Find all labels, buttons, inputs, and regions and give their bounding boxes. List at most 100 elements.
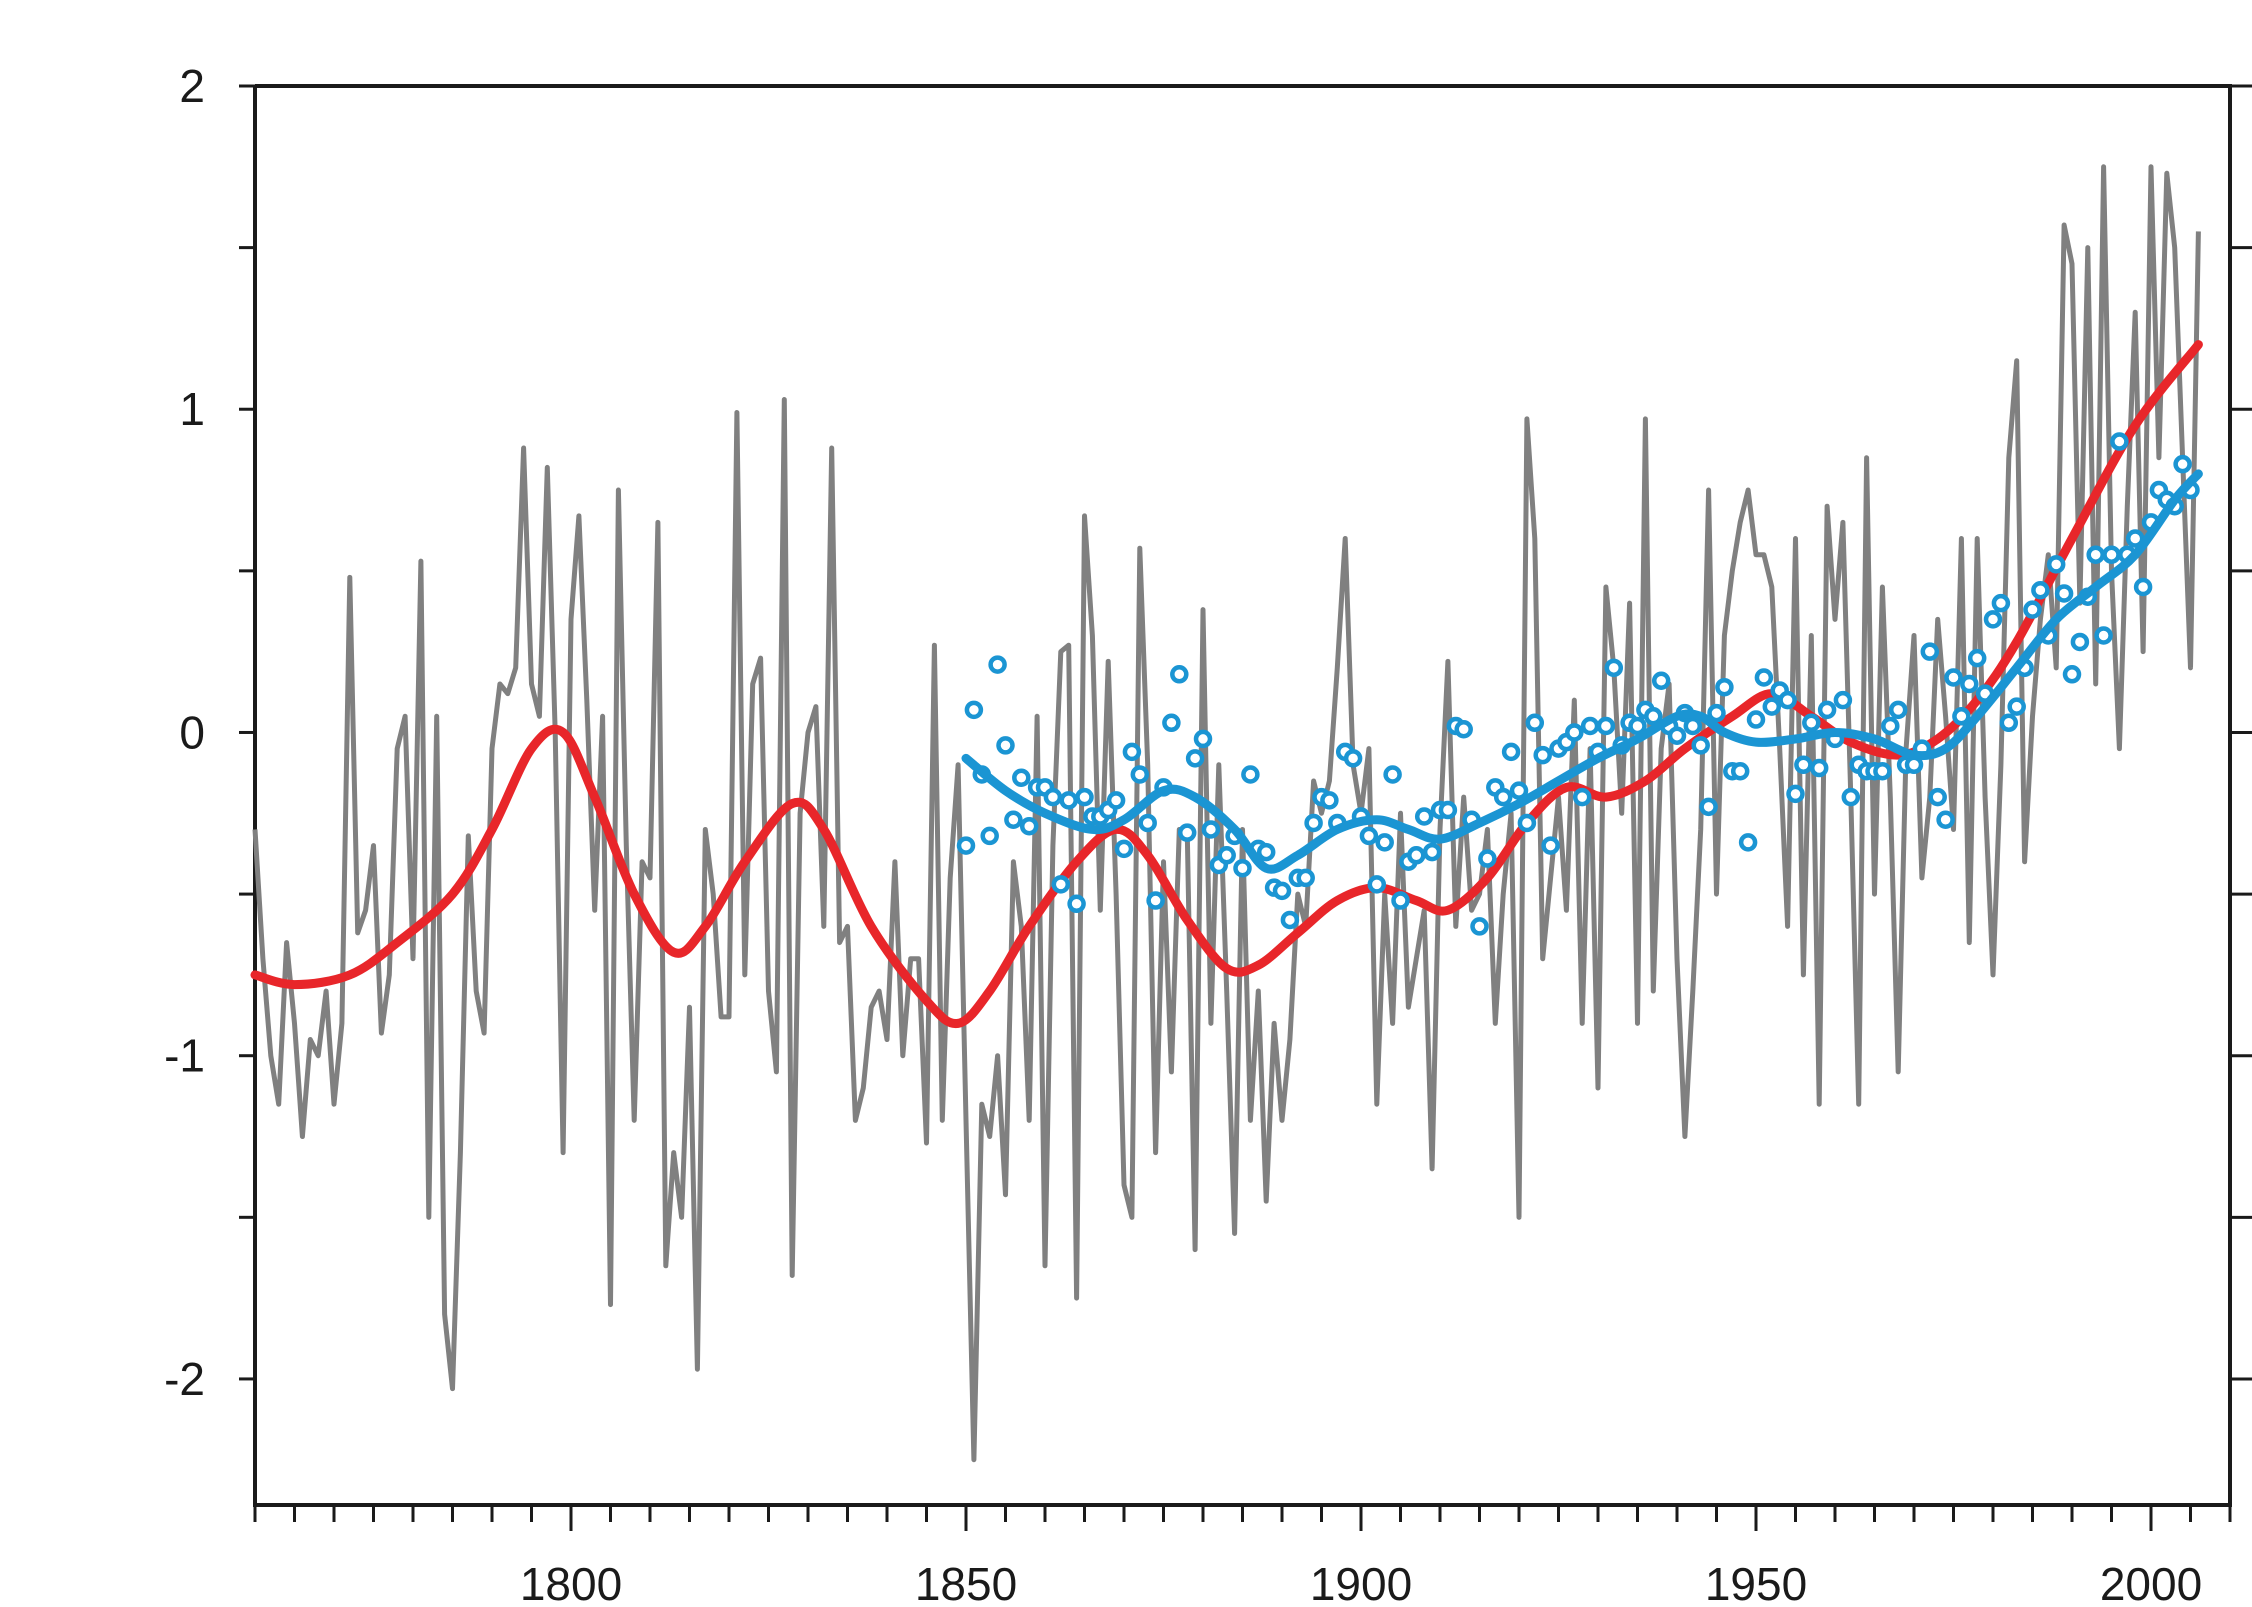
data-point (1809, 758, 1829, 778)
data-point (1059, 791, 1078, 810)
data-point (1967, 648, 1987, 668)
data-point (1888, 700, 1908, 720)
data-point (1960, 674, 1979, 694)
data-point (1470, 917, 1489, 936)
data-point (1296, 868, 1315, 888)
data-point (1241, 765, 1260, 784)
data-point (1707, 703, 1726, 723)
data-point (1991, 593, 2011, 613)
data-point (1778, 690, 1797, 710)
data-point (2102, 545, 2121, 564)
data-point (1170, 665, 1189, 684)
data-point (2070, 632, 2090, 652)
x-tick-label: 1950 (1705, 1558, 1807, 1607)
data-point (1873, 762, 1892, 781)
data-point (1786, 784, 1805, 804)
data-point (1407, 846, 1426, 865)
data-point (1177, 823, 1197, 842)
data-point (1628, 716, 1647, 736)
data-point (1051, 875, 1071, 894)
plot-area (250, 164, 2203, 1463)
data-point (1075, 787, 1094, 807)
data-point (2062, 665, 2082, 684)
y-tick-label: -2 (164, 1353, 205, 1405)
data-point (2173, 454, 2192, 474)
data-point (1833, 690, 1853, 710)
data-point (1019, 816, 1039, 836)
data-point (1936, 810, 1955, 829)
data-point (1691, 736, 1710, 755)
data-point (1525, 713, 1545, 733)
data-point (1454, 719, 1473, 739)
data-point (1596, 716, 1616, 736)
data-point (1146, 891, 1165, 910)
data-point (2046, 555, 2066, 574)
data-point (2007, 697, 2026, 716)
data-point (1644, 707, 1663, 726)
x-tick-label: 2000 (2100, 1558, 2202, 1607)
data-point (1952, 707, 1971, 726)
data-point (1375, 833, 1394, 852)
data-point (1391, 891, 1410, 910)
data-point (1493, 787, 1513, 807)
data-point (1106, 791, 1126, 810)
data-point (1667, 726, 1687, 745)
data-point (1944, 668, 1963, 687)
data-point (1541, 836, 1560, 855)
data-point (1738, 833, 1758, 852)
data-point (1928, 787, 1947, 807)
data-point (2110, 432, 2129, 451)
data-point (2133, 577, 2153, 597)
data-point (1651, 671, 1671, 691)
data-point (1730, 762, 1750, 781)
data-point (1130, 765, 1150, 784)
y-tick-label: -1 (164, 1030, 205, 1082)
data-point (1762, 697, 1782, 716)
data-point (2086, 545, 2105, 564)
data-point (1478, 849, 1497, 868)
data-point (1280, 910, 1300, 930)
data-point (1383, 765, 1402, 784)
data-point (1272, 881, 1292, 901)
data-point (1699, 797, 1718, 817)
data-point (1572, 787, 1592, 807)
y-tick-label: 0 (179, 706, 205, 758)
data-point (1359, 826, 1379, 846)
data-point (1533, 745, 1552, 765)
data-point (1517, 813, 1537, 833)
data-point (1501, 742, 1521, 762)
data-point (1201, 820, 1221, 839)
data-point (1343, 749, 1363, 768)
data-point (1438, 800, 1458, 820)
y-tick-label: 1 (179, 383, 205, 435)
data-point (1983, 610, 2003, 629)
data-point (1509, 781, 1529, 800)
x-tick-label: 1850 (915, 1558, 1017, 1607)
data-point (2031, 580, 2050, 600)
data-point (1802, 713, 1821, 733)
data-point (1683, 716, 1703, 736)
data-point (1185, 749, 1205, 768)
data-point (1715, 677, 1734, 697)
data-point (1414, 807, 1434, 826)
data-point (1193, 729, 1213, 749)
data-point (1920, 642, 1940, 661)
data-point (2023, 600, 2042, 619)
instrumental-smooth-line (961, 469, 2203, 874)
annual-series-line (252, 164, 2201, 1463)
data-point (1012, 768, 1031, 787)
data-point (1422, 842, 1442, 862)
data-point (956, 836, 976, 855)
y-tick-label: 2 (179, 60, 205, 112)
data-point (1114, 839, 1134, 859)
x-tick-label: 1900 (1310, 1558, 1412, 1607)
data-point (996, 736, 1015, 755)
data-point (1754, 668, 1774, 687)
data-point (1565, 723, 1584, 742)
data-point (1122, 742, 1142, 762)
data-point (1817, 700, 1837, 720)
data-point (1004, 810, 1023, 829)
axes (239, 84, 2252, 1531)
data-point (1138, 813, 1157, 833)
